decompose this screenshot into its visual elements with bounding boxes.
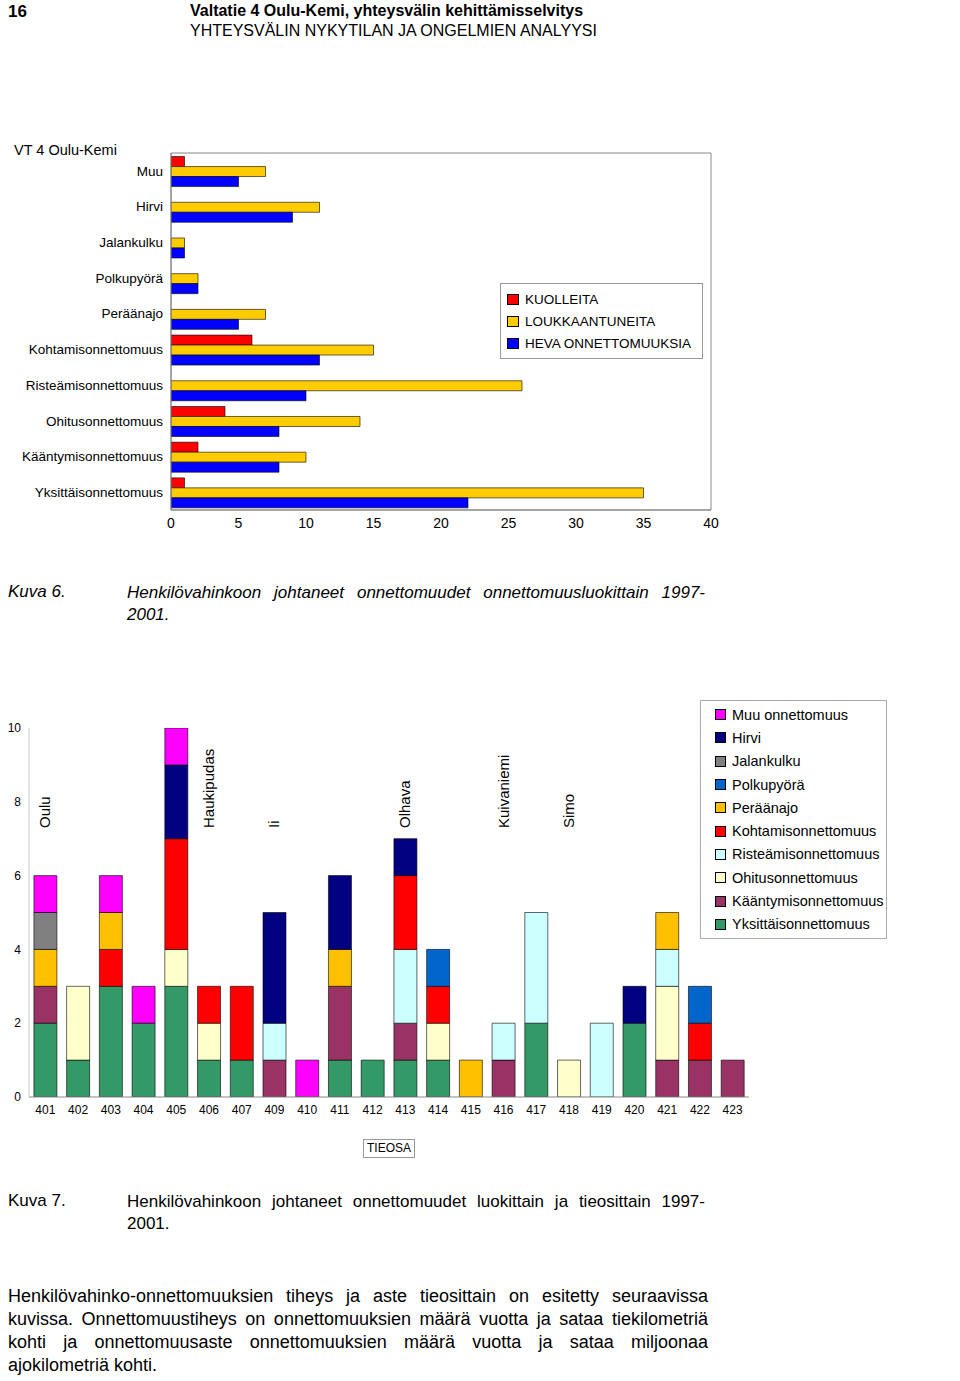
html-text:Jalankulku: Jalankulku — [732, 753, 801, 770]
svg-text:Oulu: Oulu — [36, 796, 53, 828]
svg-text:40: 40 — [703, 515, 719, 531]
svg-text:414: 414 — [428, 1103, 448, 1117]
svg-text:6: 6 — [14, 869, 21, 883]
svg-text:0: 0 — [167, 515, 175, 531]
html-text:Kohtamisonnettomuus: Kohtamisonnettomuus — [732, 823, 877, 840]
svg-text:Kääntymisonnettomuus: Kääntymisonnettomuus — [22, 449, 163, 464]
html-text:YHTEYSVÄLIN NYKYTILAN JA ONGEL: YHTEYSVÄLIN NYKYTILAN JA ONGELMIEN ANALY… — [190, 22, 597, 39]
html-text:Hirvi: Hirvi — [732, 729, 761, 746]
svg-text:Risteämisonnettomuus: Risteämisonnettomuus — [26, 378, 164, 393]
svg-text:419: 419 — [592, 1103, 612, 1117]
svg-text:423: 423 — [723, 1103, 743, 1117]
svg-text:Muu: Muu — [137, 164, 163, 179]
svg-text:Jalankulku: Jalankulku — [99, 235, 163, 250]
svg-text:402: 402 — [68, 1103, 88, 1117]
svg-text:10: 10 — [8, 721, 21, 735]
svg-text:417: 417 — [526, 1103, 546, 1117]
svg-text:410: 410 — [297, 1103, 317, 1117]
html-text:VT 4 Oulu-Kemi: VT 4 Oulu-Kemi — [14, 142, 117, 158]
svg-text:35: 35 — [636, 515, 652, 531]
html-text:Polkupyörä: Polkupyörä — [732, 776, 805, 793]
svg-text:10: 10 — [298, 515, 314, 531]
svg-text:416: 416 — [494, 1103, 514, 1117]
svg-text:406: 406 — [199, 1103, 219, 1117]
html-text:TIEOSA: TIEOSA — [367, 1141, 411, 1155]
svg-text:20: 20 — [433, 515, 449, 531]
svg-text:8: 8 — [14, 795, 21, 809]
svg-text:401: 401 — [35, 1103, 55, 1117]
html-text:Valtatie 4 Oulu-Kemi, yhteysvä: Valtatie 4 Oulu-Kemi, yhteysvälin kehitt… — [190, 2, 584, 19]
svg-text:418: 418 — [559, 1103, 579, 1117]
svg-text:25: 25 — [501, 515, 517, 531]
svg-text:Simo: Simo — [560, 794, 577, 828]
html-text:LOUKKAANTUNEITA: LOUKKAANTUNEITA — [525, 313, 656, 329]
svg-text:Haukipudas: Haukipudas — [200, 749, 217, 828]
svg-text:Olhava: Olhava — [396, 780, 413, 828]
svg-text:415: 415 — [461, 1103, 481, 1117]
svg-text:403: 403 — [101, 1103, 121, 1117]
html-text:Henkilövahinkoon johtaneet onn: Henkilövahinkoon johtaneet onnettomuudet… — [127, 583, 705, 624]
html-text:Muu onnettomuus: Muu onnettomuus — [732, 706, 849, 723]
svg-text:412: 412 — [363, 1103, 383, 1117]
html-text:Ohitusonnettomuus: Ohitusonnettomuus — [732, 869, 858, 886]
svg-text:422: 422 — [690, 1103, 710, 1117]
svg-text:15: 15 — [366, 515, 382, 531]
html-text:HEVA ONNETTOMUUKSIA: HEVA ONNETTOMUUKSIA — [525, 335, 691, 351]
html-text:KUOLLEITA: KUOLLEITA — [525, 291, 599, 307]
svg-text:409: 409 — [264, 1103, 284, 1117]
html-text:Yksittäisonnettomuus: Yksittäisonnettomuus — [732, 916, 870, 933]
html-text:Kuva 6.: Kuva 6. — [8, 582, 66, 601]
html-text:16: 16 — [8, 2, 27, 21]
html-text:Peräänajo: Peräänajo — [732, 799, 799, 816]
svg-text:Kohtamisonnettomuus: Kohtamisonnettomuus — [29, 342, 164, 357]
svg-text:413: 413 — [395, 1103, 415, 1117]
html-text:Kääntymisonnettomuus: Kääntymisonnettomuus — [732, 893, 884, 909]
html-text:Henkilövahinko-onnettomuuksien: Henkilövahinko-onnettomuuksien tiheys ja… — [8, 1286, 708, 1375]
svg-text:5: 5 — [235, 515, 243, 531]
svg-text:Peräänajo: Peräänajo — [101, 306, 163, 321]
svg-text:Ii: Ii — [265, 821, 282, 829]
svg-text:405: 405 — [166, 1103, 186, 1117]
svg-text:407: 407 — [232, 1103, 252, 1117]
svg-text:404: 404 — [134, 1103, 154, 1117]
svg-text:Ohitusonnettomuus: Ohitusonnettomuus — [46, 414, 163, 429]
html-text:Risteämisonnettomuus: Risteämisonnettomuus — [732, 846, 880, 863]
svg-text:Yksittäisonnettomuus: Yksittäisonnettomuus — [35, 485, 164, 500]
html-text:Kuva 7.: Kuva 7. — [8, 1191, 66, 1210]
html-text:Henkilövahinkoon johtaneet onn: Henkilövahinkoon johtaneet onnettomuudet… — [127, 1192, 705, 1233]
svg-text:0: 0 — [14, 1090, 21, 1104]
svg-text:Polkupyörä: Polkupyörä — [95, 271, 163, 286]
svg-text:411: 411 — [330, 1103, 349, 1117]
svg-text:Hirvi: Hirvi — [136, 199, 163, 214]
svg-text:420: 420 — [624, 1103, 644, 1117]
svg-text:30: 30 — [568, 515, 584, 531]
svg-text:421: 421 — [657, 1103, 677, 1117]
svg-text:Kuivaniemi: Kuivaniemi — [495, 755, 512, 828]
svg-text:4: 4 — [14, 943, 21, 957]
svg-text:2: 2 — [14, 1016, 21, 1030]
